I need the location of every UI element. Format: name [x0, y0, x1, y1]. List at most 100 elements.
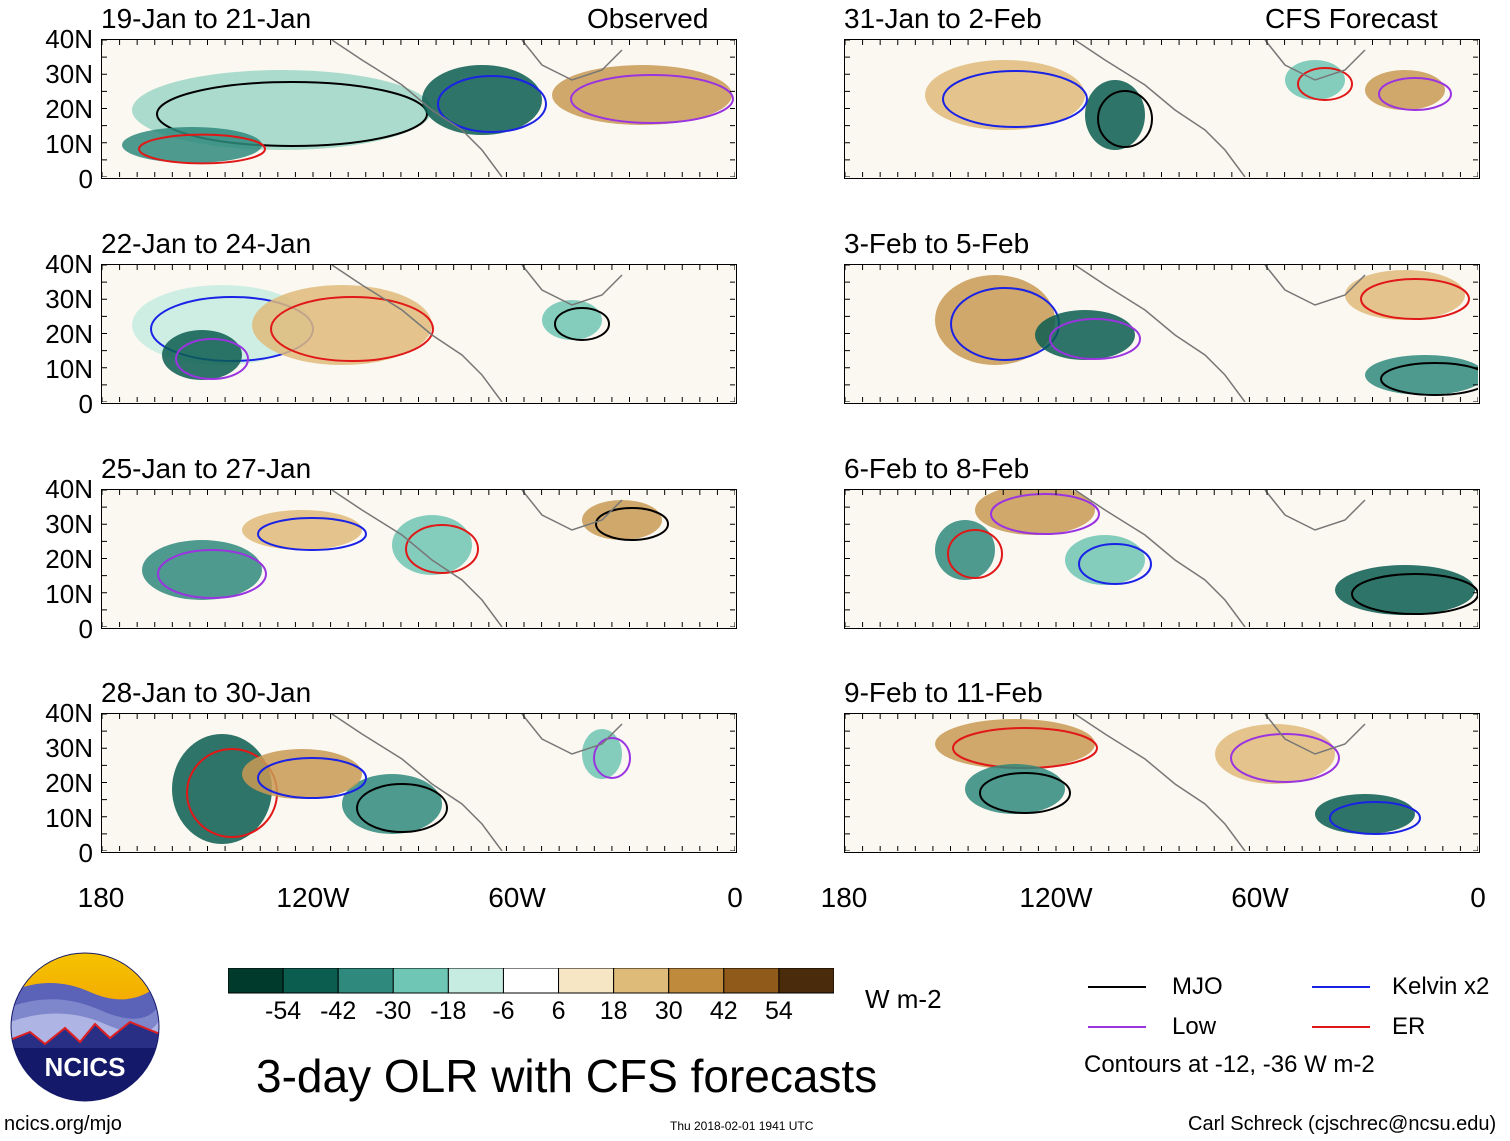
wave-contour — [942, 70, 1088, 128]
olr-anomaly-blob — [1065, 535, 1145, 585]
colorbar-swatch — [447, 968, 504, 994]
colorbar — [228, 968, 834, 994]
wave-contour — [1297, 67, 1353, 101]
panel-title: 3-Feb to 5-Feb — [844, 228, 1030, 259]
wave-contour — [1049, 318, 1141, 360]
wave-contour — [437, 75, 547, 133]
lat-tick: 20N — [45, 319, 93, 349]
footer-url[interactable]: ncics.org/mjo — [4, 1113, 122, 1135]
colorbar-swatch — [558, 968, 615, 994]
olr-anomaly-blob — [342, 774, 442, 834]
olr-anomaly-blob — [1335, 565, 1475, 615]
wave-contour — [156, 81, 428, 147]
footer-credit: Carl Schreck (cjschrec@ncsu.edu) — [1188, 1113, 1497, 1135]
footer-timestamp: Thu 2018-02-01 1941 UTC — [670, 1119, 814, 1133]
lat-tick: 20N — [45, 768, 93, 798]
lat-tick: 10N — [45, 129, 93, 159]
olr-anomaly-blob — [935, 719, 1095, 769]
legend-line-er — [1312, 1026, 1370, 1028]
wave-contour — [138, 133, 266, 165]
colorbar-swatch — [282, 968, 339, 994]
colorbar-swatch — [668, 968, 725, 994]
coastline — [1074, 40, 1366, 177]
wave-contour — [595, 507, 669, 541]
coastline — [1074, 714, 1366, 851]
colorbar-tick-label: 18 — [599, 997, 628, 1025]
olr-anomaly-blob — [935, 520, 995, 580]
olr-anomaly-blob — [1345, 270, 1465, 320]
panel-obs-3 — [101, 489, 737, 629]
forecast-header: CFS Forecast — [1265, 3, 1438, 34]
olr-field — [845, 265, 1478, 402]
lat-tick: 20N — [45, 94, 93, 124]
panel-title: 19-Jan to 21-Jan — [101, 3, 312, 34]
olr-anomaly-blob — [552, 65, 732, 125]
lon-tick: 180 — [820, 882, 868, 913]
olr-anomaly-blob — [1365, 355, 1478, 395]
olr-anomaly-blob — [965, 764, 1065, 814]
wave-contour — [1360, 278, 1470, 320]
olr-anomaly-blob — [1085, 80, 1145, 150]
olr-anomaly-blob — [242, 749, 362, 799]
lat-tick: 40N — [45, 698, 93, 728]
lat-tick: 10N — [45, 354, 93, 384]
ncics-logo: NCICS — [10, 952, 160, 1102]
lon-tick: 60W — [1231, 882, 1289, 913]
chart-title: 3-day OLR with CFS forecasts — [256, 1050, 878, 1102]
legend-label-low: Low — [1172, 1013, 1217, 1040]
colorbar-tick-label: -6 — [492, 997, 515, 1025]
wave-contour — [1380, 362, 1478, 396]
olr-anomaly-blob — [392, 515, 472, 575]
panel-fcst-1 — [844, 39, 1480, 179]
olr-field — [102, 40, 735, 177]
colorbar-swatch — [502, 968, 560, 994]
coastline — [1074, 265, 1366, 402]
wave-contour — [554, 307, 610, 341]
olr-anomaly-blob — [925, 60, 1085, 130]
lat-tick: 0 — [78, 838, 93, 868]
panel-obs-2 — [101, 264, 737, 404]
coastline — [331, 714, 623, 851]
panel-title: 31-Jan to 2-Feb — [844, 3, 1042, 34]
olr-anomaly-blob — [422, 65, 542, 135]
colorbar-tick-label: -54 — [265, 997, 302, 1025]
lon-tick: 0 — [727, 882, 743, 913]
lon-tick: 60W — [488, 882, 546, 913]
wave-contour — [979, 772, 1071, 814]
colorbar-tick-label: -18 — [430, 997, 467, 1025]
wave-contour — [270, 296, 434, 362]
lat-tick: 40N — [45, 249, 93, 279]
colorbar-tick-label: 6 — [551, 997, 566, 1025]
legend-label-er: ER — [1392, 1013, 1426, 1040]
panel-fcst-3 — [844, 489, 1480, 629]
wave-contour — [157, 549, 267, 599]
olr-field — [102, 490, 735, 627]
olr-anomaly-blob — [582, 729, 622, 779]
wave-contour — [570, 74, 734, 124]
panel-obs-4 — [101, 713, 737, 853]
lon-tick: 0 — [1470, 882, 1486, 913]
lon-tick: 180 — [77, 882, 125, 913]
olr-field — [845, 714, 1478, 851]
colorbar-swatch — [778, 968, 834, 994]
colorbar-tick-label: -30 — [375, 997, 412, 1025]
olr-anomaly-blob — [935, 275, 1055, 365]
olr-field — [102, 265, 735, 402]
olr-anomaly-blob — [1365, 70, 1445, 110]
colorbar-tick-label: 54 — [765, 997, 793, 1025]
wave-contour — [405, 524, 479, 574]
wave-contour — [1078, 543, 1152, 585]
panel-obs-1 — [101, 39, 737, 179]
panel-title: 6-Feb to 8-Feb — [844, 453, 1030, 484]
olr-field — [845, 40, 1478, 177]
wave-contour — [1378, 77, 1452, 111]
olr-anomaly-blob — [975, 490, 1095, 535]
olr-anomaly-blob — [162, 330, 242, 380]
wave-contour — [1230, 733, 1340, 783]
lat-tick: 40N — [45, 474, 93, 504]
coastline — [331, 490, 623, 627]
lat-tick: 20N — [45, 544, 93, 574]
legend-label-mjo: MJO — [1172, 973, 1223, 1000]
colorbar-tick-label: 30 — [654, 997, 683, 1025]
wave-contour — [175, 338, 249, 380]
